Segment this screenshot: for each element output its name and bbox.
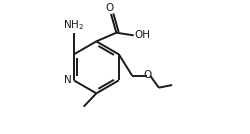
Text: N: N	[64, 75, 72, 85]
Text: O: O	[144, 70, 152, 80]
Text: O: O	[106, 3, 114, 13]
Text: NH$_2$: NH$_2$	[63, 18, 84, 32]
Text: OH: OH	[135, 30, 151, 40]
